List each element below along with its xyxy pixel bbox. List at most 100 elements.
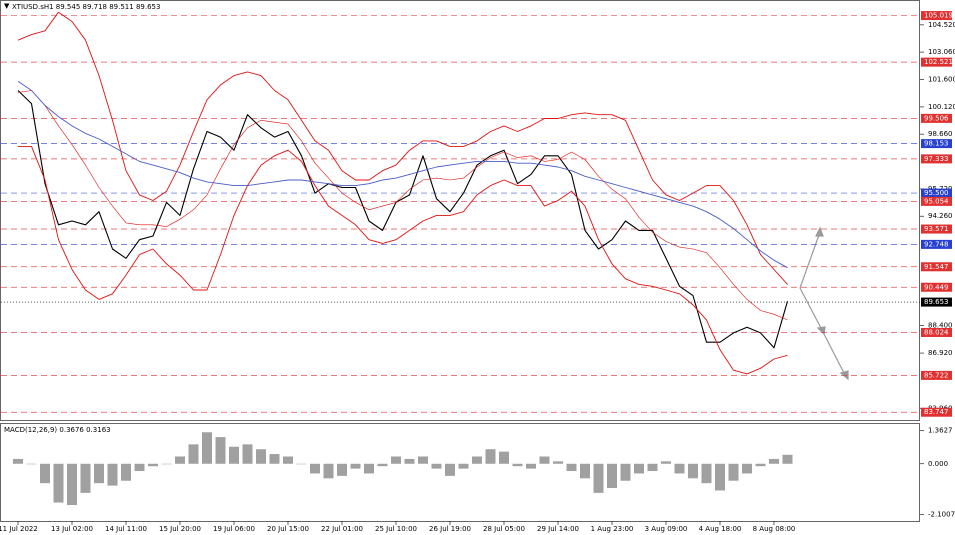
macd-bar	[377, 463, 388, 467]
macd-bar	[337, 463, 347, 476]
x-tick-label: 11 Jul 2022	[0, 525, 38, 533]
level-label-box	[921, 139, 952, 149]
y-tick-label: 86.920	[928, 349, 953, 357]
level-label-box	[921, 188, 952, 198]
y-tick-label: 100.120	[928, 103, 955, 111]
level-label-box	[921, 224, 952, 234]
macd-bar	[175, 456, 185, 464]
level-label-box	[921, 11, 952, 21]
macd-bar	[607, 463, 617, 489]
macd-bar	[485, 449, 496, 464]
macd-bar	[364, 463, 374, 474]
x-tick-label: 13 Jul 02:00	[51, 525, 93, 533]
macd-bar	[661, 461, 671, 464]
macd-bar	[715, 463, 725, 491]
macd-bar	[350, 463, 361, 469]
macd-bar	[404, 458, 415, 464]
y-tick-label: 103.060	[928, 48, 955, 56]
x-tick-label: 15 Jul 20:00	[159, 525, 201, 533]
level-label: 98.153	[924, 140, 949, 148]
macd-bar	[107, 463, 118, 486]
level-label: 99.506	[924, 114, 949, 122]
level-label: 95.500	[924, 189, 949, 197]
macd-bar	[310, 463, 320, 474]
macd-bar	[647, 463, 658, 472]
macd-bar	[688, 463, 698, 479]
x-tick-label: 3 Aug 09:00	[645, 525, 688, 533]
macd-bar	[296, 463, 307, 465]
projection-arrows	[799, 226, 849, 381]
x-tick-label: 14 Jul 11:00	[105, 525, 147, 533]
macd-bar	[769, 458, 779, 464]
level-label: 92.748	[924, 240, 949, 248]
macd-bar	[620, 463, 631, 481]
collapse-icon[interactable]: ▼	[4, 2, 10, 10]
y-tick-label: 1.3627	[928, 427, 953, 435]
level-label: 102.521	[924, 58, 953, 66]
level-label-box	[921, 113, 952, 123]
level-label: 95.054	[924, 197, 949, 205]
level-label-box	[921, 57, 952, 67]
level-label-box	[921, 196, 952, 206]
level-label-box	[921, 407, 952, 417]
level-label: 93.571	[924, 225, 949, 233]
level-label-box	[921, 327, 952, 337]
macd-bar	[242, 444, 253, 464]
level-label-box	[921, 154, 952, 164]
macd-bar	[26, 463, 37, 465]
macd-bar	[593, 463, 604, 493]
x-tick-label: 8 Aug 08:00	[753, 525, 796, 533]
macd-bar	[13, 458, 23, 464]
y-tick-label: 0.000	[928, 460, 948, 468]
macd-bar	[269, 454, 280, 464]
macd-bar	[674, 463, 685, 474]
level-label: 90.449	[924, 283, 949, 291]
level-label: 83.747	[924, 408, 949, 416]
level-label-box	[921, 297, 952, 307]
macd-panel	[0, 423, 920, 522]
x-tick-label: 22 Jul 01:00	[321, 525, 363, 533]
x-tick-label: 26 Jul 19:00	[429, 525, 471, 533]
series-line	[17, 90, 789, 349]
macd-bar	[782, 454, 793, 464]
macd-bar	[40, 463, 50, 484]
macd-bar	[445, 463, 455, 476]
x-tick-label: 25 Jul 10:00	[375, 525, 417, 533]
macd-bar	[148, 463, 158, 467]
macd-bar	[755, 463, 766, 467]
macd-bar	[499, 451, 509, 464]
macd-bar	[458, 463, 469, 469]
macd-bar	[634, 463, 644, 474]
main-panel	[0, 0, 920, 421]
x-tick-label: 20 Jul 15:00	[267, 525, 309, 533]
level-label: 85.722	[924, 371, 949, 379]
macd-bar	[391, 456, 401, 464]
macd-bar	[580, 463, 590, 479]
macd-bar	[229, 446, 239, 464]
level-label: 97.333	[924, 155, 949, 163]
macd-bar	[431, 463, 442, 469]
macd-bar	[161, 463, 172, 465]
macd-bar	[512, 463, 523, 467]
macd-bar	[701, 463, 712, 484]
macd-bar	[215, 437, 226, 464]
level-label: 105.019	[924, 12, 953, 20]
macd-bar	[188, 444, 199, 464]
level-label-box	[921, 370, 952, 380]
series-line	[17, 90, 788, 321]
macd-bar	[742, 463, 752, 474]
macd-bar	[323, 463, 334, 479]
x-tick-label: 28 Jul 05:00	[483, 525, 525, 533]
x-tick-label: 4 Aug 18:00	[699, 525, 742, 533]
y-tick-label: 98.660	[928, 130, 953, 138]
macd-bar	[539, 456, 550, 464]
macd-bar	[472, 456, 482, 464]
series-line	[18, 145, 788, 375]
x-tick-label: 29 Jul 14:00	[537, 525, 579, 533]
level-label-box	[921, 282, 952, 292]
y-tick-label: -2.1007	[928, 511, 955, 519]
macd-bar	[121, 463, 131, 481]
level-label: 88.024	[924, 328, 949, 336]
series-line	[17, 80, 788, 269]
